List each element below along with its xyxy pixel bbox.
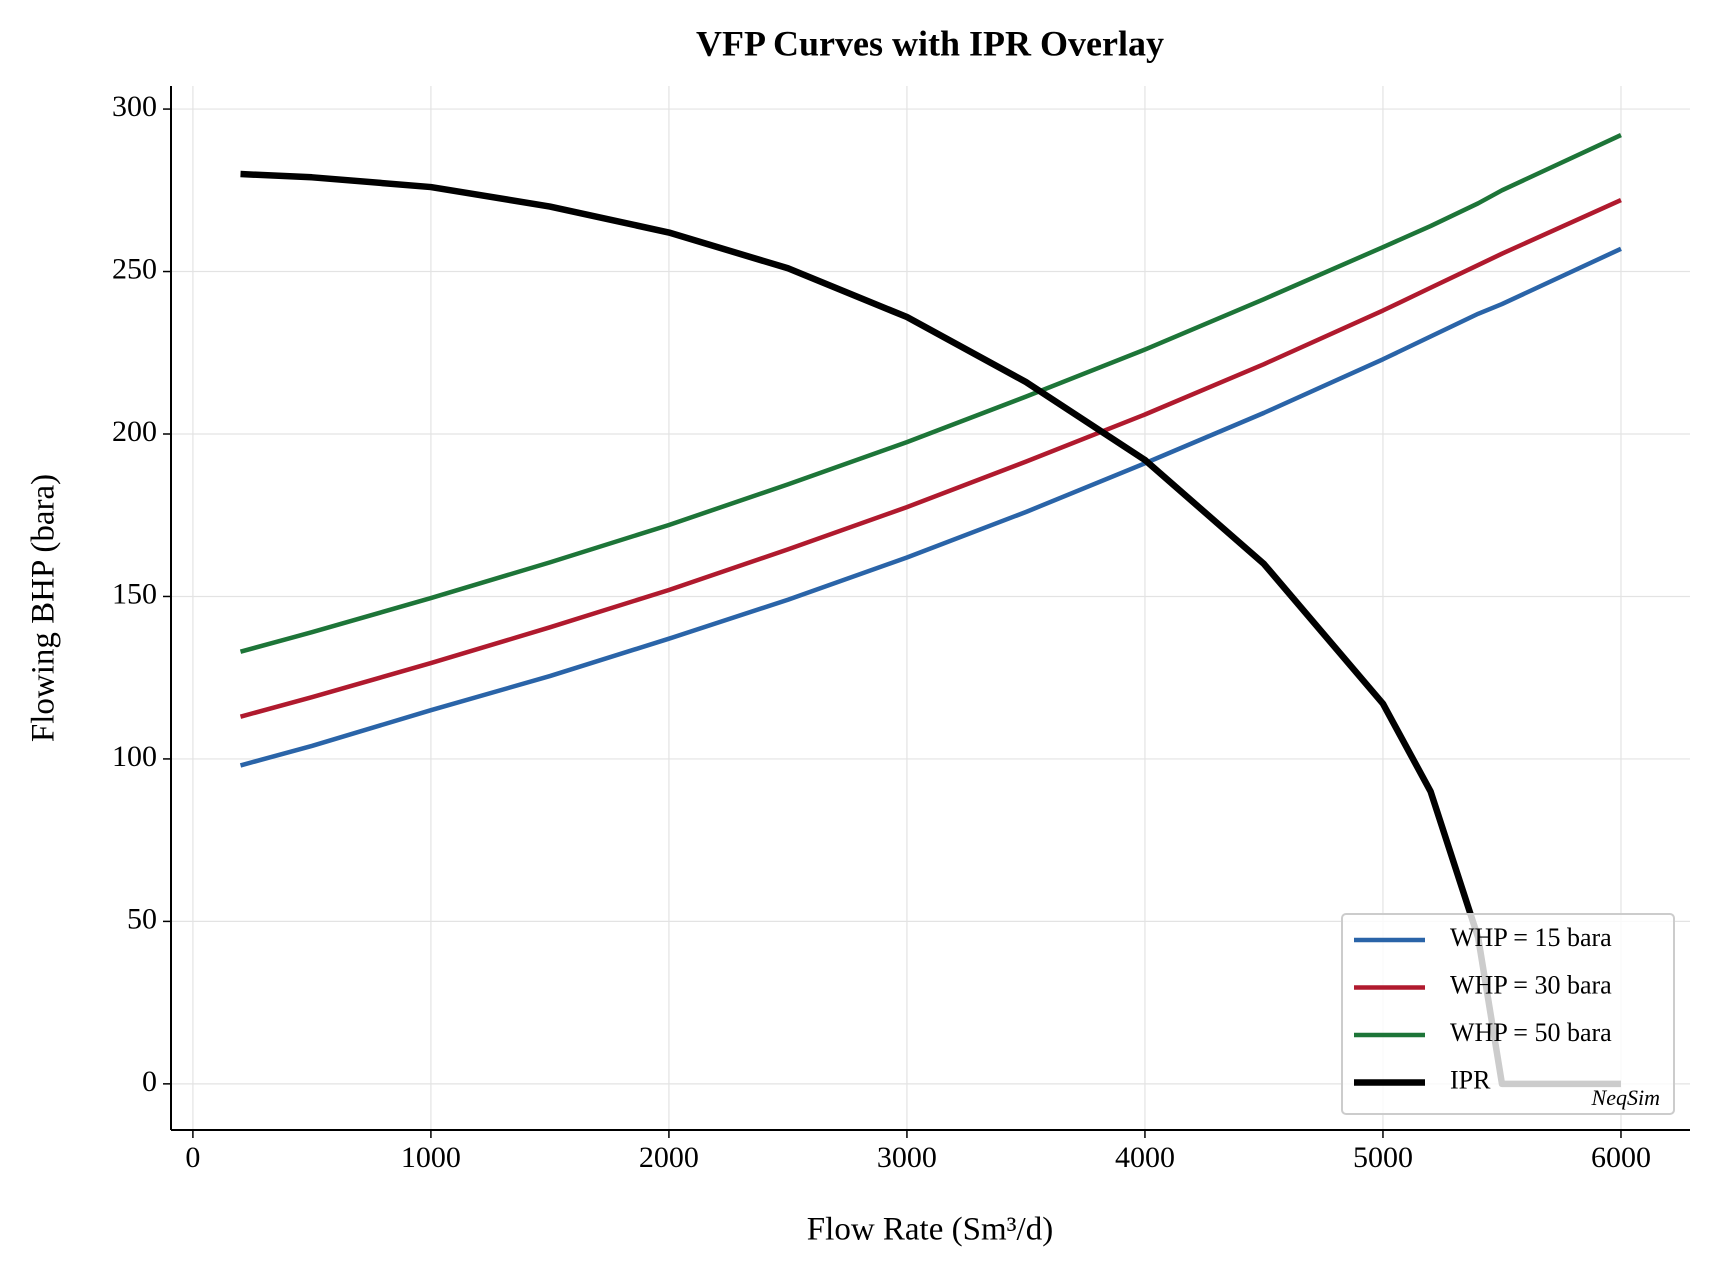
series-line xyxy=(239,246,1622,768)
legend-label: WHP = 30 bara xyxy=(1450,970,1612,999)
y-tick-label: 100 xyxy=(112,740,157,773)
x-tick-label: 6000 xyxy=(1591,1141,1651,1174)
series-line xyxy=(239,133,1622,654)
legend-box xyxy=(1341,913,1675,1115)
y-tick-label: 50 xyxy=(127,902,157,935)
x-tick-label: 3000 xyxy=(877,1141,937,1174)
y-tick-label: 0 xyxy=(142,1065,157,1098)
legend-label: IPR xyxy=(1450,1065,1491,1094)
series-line xyxy=(240,170,1621,1088)
x-tick-label: 2000 xyxy=(639,1141,699,1174)
x-tick-label: 5000 xyxy=(1353,1141,1413,1174)
y-tick-label: 200 xyxy=(112,415,157,448)
y-axis-label: Flowing BHP (bara) xyxy=(26,474,62,742)
x-axis-label: Flow Rate (Sm³/d) xyxy=(807,1212,1053,1248)
y-tick-label: 250 xyxy=(112,252,157,285)
series-line xyxy=(239,197,1622,719)
legend-label: WHP = 15 bara xyxy=(1450,923,1612,952)
watermark: NeqSim xyxy=(1591,1085,1660,1110)
y-tick-label: 150 xyxy=(112,577,157,610)
x-tick-label: 0 xyxy=(185,1141,200,1174)
y-tick-label: 300 xyxy=(112,90,157,123)
x-tick-label: 4000 xyxy=(1115,1141,1175,1174)
x-tick-label: 1000 xyxy=(401,1141,461,1174)
legend-label: WHP = 50 bara xyxy=(1450,1018,1612,1047)
chart-title: VFP Curves with IPR Overlay xyxy=(696,23,1164,63)
